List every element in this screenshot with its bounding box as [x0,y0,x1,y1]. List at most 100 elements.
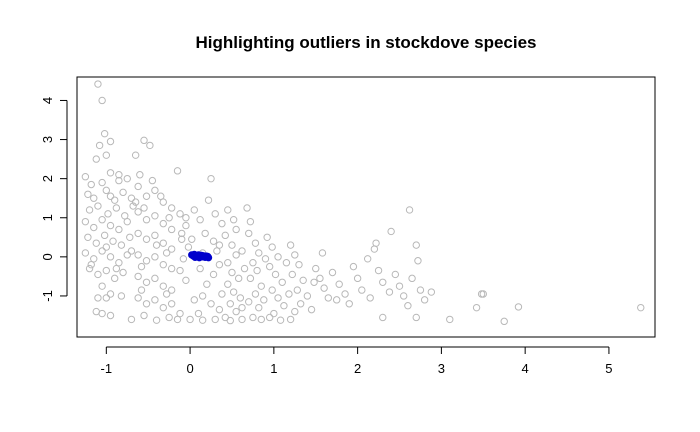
data-point [318,249,327,257]
data-point [215,305,224,314]
data-point [84,233,92,242]
data-point [81,217,90,226]
data-point [234,274,243,283]
data-point [127,315,136,324]
data-point [106,311,115,320]
data-point [142,257,151,265]
data-point [102,186,111,195]
data-point [257,282,265,290]
data-point [157,192,165,200]
data-point [142,192,151,200]
data-point [137,286,146,294]
data-point [131,198,140,206]
data-point [358,286,366,294]
data-point [159,303,167,312]
data-point [387,227,395,236]
data-point [106,137,115,146]
data-point [320,284,328,292]
data-point [260,296,268,304]
data-point [90,194,98,202]
data-point [151,274,159,283]
data-point [446,315,454,324]
data-point [243,204,251,212]
data-point [173,167,182,175]
data-point [274,294,282,302]
data-point [238,247,246,255]
data-point [134,229,142,238]
data-point [221,231,229,240]
data-point [98,216,106,224]
data-point [416,286,425,294]
data-point [87,180,95,189]
data-point [110,274,119,283]
data-point [178,229,186,238]
data-point [293,286,302,294]
data-point [215,241,224,249]
data-point [117,241,126,249]
data-point [102,151,111,159]
x-tick-label: 3 [438,361,445,376]
data-point [190,296,198,304]
data-point [126,233,134,242]
data-point [366,294,374,302]
data-point [106,253,115,261]
data-point [178,235,186,243]
data-point [246,274,255,283]
data-point [127,247,136,255]
data-point [142,300,151,308]
data-point [246,217,255,226]
data-point [162,249,171,257]
data-point [167,204,176,212]
data-point [228,241,236,249]
data-point [167,245,176,253]
data-point [137,262,146,271]
data-point [98,178,106,187]
data-point [119,268,127,277]
data-point [159,219,167,228]
data-point [92,155,100,163]
data-point [427,288,436,296]
data-point [285,290,293,298]
y-tick-label: 3 [40,136,55,143]
data-point [335,280,343,288]
data-point [140,204,148,212]
data-point [257,315,265,324]
y-tick-label: 1 [40,214,55,221]
plot-frame [76,76,656,338]
y-tick-label: -1 [40,290,55,302]
data-point [282,259,291,267]
data-point [229,216,238,224]
data-point [303,292,312,300]
data-point [255,303,263,312]
highlight-point [204,253,213,262]
data-point [316,274,324,283]
data-point [276,316,285,324]
data-point [637,303,645,312]
data-point [194,309,203,318]
data-point [226,300,234,308]
y-tick-label: 0 [40,253,55,260]
data-point [159,239,167,247]
data-point [218,219,226,228]
data-point [198,316,207,324]
data-point [102,266,111,275]
data-point [98,247,106,255]
data-point [218,290,226,298]
data-point [399,292,408,300]
x-tick-label: 2 [354,361,361,376]
data-point [296,300,305,308]
data-point [134,208,142,216]
data-point [151,186,159,195]
data-point [196,264,204,273]
data-point [232,251,240,259]
data-point [84,190,92,198]
data-point [324,294,333,302]
data-point [291,251,299,259]
data-point [280,302,288,310]
data-point [391,270,400,279]
data-point [123,251,131,259]
data-point [167,286,176,294]
data-point [286,315,295,324]
data-point [152,241,161,249]
x-tick-label: -1 [101,361,113,376]
